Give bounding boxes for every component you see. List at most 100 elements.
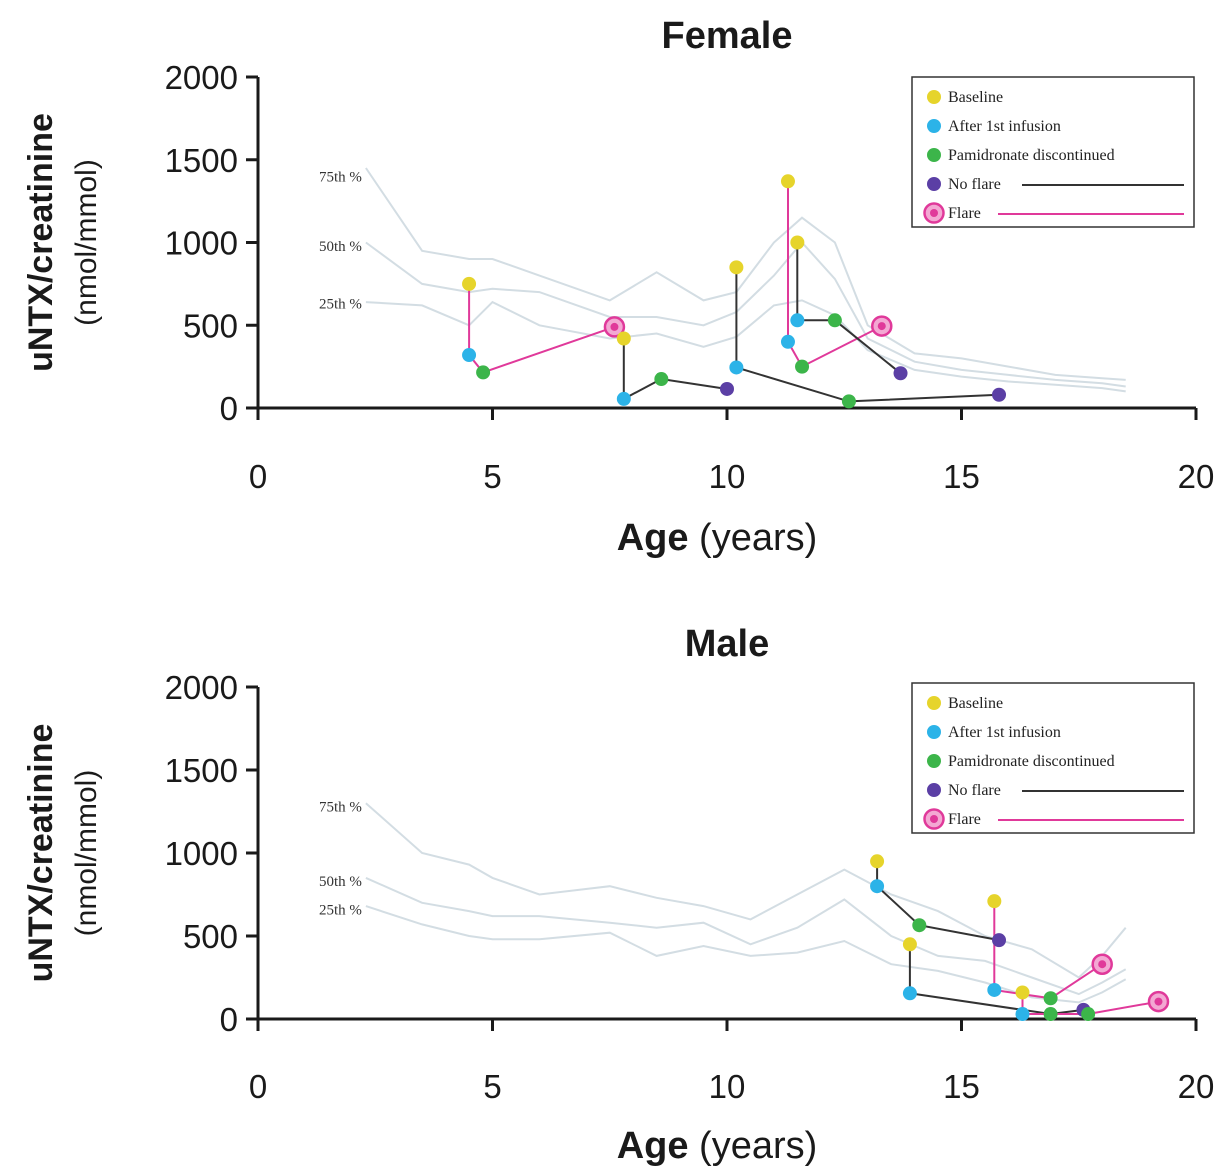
male-x-axis-label-units: (years)	[689, 1125, 818, 1167]
female-percentile-curve-2	[365, 299, 1126, 393]
male-x-tick-label: 0	[249, 1068, 267, 1105]
male-y-tick-label: 0	[220, 1001, 238, 1038]
female-point-1-noflare	[720, 381, 734, 396]
male-legend-label-flare: Flare	[948, 811, 981, 828]
male-point-1-discontinued	[1043, 1007, 1058, 1022]
female-y-axis-label: uNTX/creatinine	[22, 113, 60, 372]
female-panel: Female 75th % 50th % 25th % 0 500 1000 1500 2000…	[22, 15, 1214, 559]
male-point-2-baseline	[987, 894, 1002, 909]
female-patient-line-3	[787, 181, 883, 368]
male-point-1-after	[902, 986, 917, 1001]
female-point-2-discontinued	[841, 394, 856, 409]
female-legend-marker-discontinued	[927, 148, 941, 162]
female-patient-line-1	[622, 338, 728, 401]
male-point-3-flare	[1154, 997, 1163, 1006]
female-point-1-discontinued	[654, 372, 669, 387]
male-legend-marker-flare	[930, 815, 938, 823]
female-x-axis-label-units: (years)	[689, 517, 818, 559]
female-patient-line-2	[735, 267, 1000, 403]
male-patient-line-0	[876, 861, 1000, 942]
female-legend-marker-noflare	[927, 177, 941, 191]
female-point-0-discontinued	[476, 365, 491, 380]
female-percentile-label-2: 25th %	[319, 297, 362, 313]
male-x-tick-label: 5	[483, 1068, 501, 1105]
female-point-2-baseline	[729, 260, 744, 275]
male-y-tick-label: 1000	[165, 835, 238, 872]
female-x-axis-label: Age (years)	[617, 517, 818, 559]
male-point-0-after	[870, 879, 885, 894]
female-point-0-baseline	[462, 276, 477, 291]
female-point-2-noflare	[992, 387, 1007, 402]
male-point-2-discontinued	[1043, 991, 1058, 1006]
female-percentile-curve-1	[365, 240, 1126, 388]
female-x-tick-label: 20	[1178, 458, 1215, 495]
male-percentile-curve-0	[365, 802, 1127, 979]
male-point-0-discontinued	[912, 918, 927, 933]
female-y-tick-label: 0	[220, 390, 238, 427]
female-legend-marker-baseline	[927, 90, 941, 104]
male-legend-box	[911, 682, 1195, 834]
female-point-4-noflare	[893, 366, 908, 381]
male-panel: Male 75th % 50th % 25th % 0 500 1000 1500 2000 0 5…	[22, 623, 1214, 1167]
female-patient-line-0	[468, 283, 615, 374]
female-point-1-after	[616, 391, 631, 406]
male-point-3-baseline	[1015, 985, 1030, 1000]
male-legend-label-baseline: Baseline	[948, 695, 1003, 712]
female-point-3-after	[780, 334, 795, 349]
female-point-4-baseline	[790, 235, 805, 250]
male-legend-label-after: After 1st infusion	[948, 724, 1061, 741]
male-point-3-discontinued	[1081, 1007, 1096, 1022]
female-percentile-label-0: 75th %	[319, 169, 362, 185]
female-x-axis-label-bold: Age	[617, 517, 689, 559]
female-chart-title: Female	[662, 15, 793, 57]
female-legend-label-baseline: Baseline	[948, 89, 1003, 106]
male-x-tick-label: 20	[1178, 1068, 1215, 1105]
male-point-0-baseline	[870, 854, 885, 869]
male-percentile-label-2: 25th %	[319, 902, 362, 918]
male-point-0-noflare	[992, 933, 1007, 948]
male-legend-marker-discontinued	[927, 754, 941, 768]
female-y-tick-label: 500	[183, 307, 238, 344]
male-y-tick-label: 1500	[165, 752, 238, 789]
female-legend-label-after: After 1st infusion	[948, 118, 1061, 135]
female-x-tick-label: 5	[483, 458, 501, 495]
female-y-tick-label: 1500	[165, 142, 238, 179]
male-y-tick-label: 500	[183, 918, 238, 955]
female-percentile-curve-0	[365, 167, 1126, 381]
female-legend-label-discontinued: Pamidronate discontinued	[948, 147, 1115, 164]
male-y-tick-label: 2000	[165, 669, 238, 706]
male-chart-title: Male	[685, 623, 769, 665]
female-legend-label-noflare: No flare	[948, 176, 1001, 193]
female-legend-box	[911, 76, 1195, 228]
male-point-3-after	[1015, 1007, 1030, 1022]
male-legend-marker-after	[927, 725, 941, 739]
female-patient-line-4	[796, 242, 902, 374]
male-y-axis-units: (nmol/mmol)	[70, 770, 103, 937]
male-x-axis-label: Age (years)	[617, 1125, 818, 1167]
male-legend-marker-noflare	[927, 783, 941, 797]
male-percentile-curve-1	[365, 876, 1127, 996]
male-legend: Baseline After 1st infusion Pamidronate di…	[911, 682, 1195, 834]
female-point-4-after	[790, 313, 805, 328]
male-patient-line-1	[908, 944, 1084, 1016]
male-y-axis-label: uNTX/creatinine	[22, 724, 60, 983]
male-legend-label-noflare: No flare	[948, 782, 1001, 799]
female-x-tick-label: 15	[943, 458, 980, 495]
male-x-axis-label-bold: Age	[617, 1125, 689, 1167]
female-legend: Baseline After 1st infusion Pamidronate di…	[911, 76, 1195, 228]
female-point-4-discontinued	[827, 313, 842, 328]
female-legend-marker-flare	[930, 209, 938, 217]
female-point-1-baseline	[616, 331, 631, 346]
female-y-axis-units: (nmol/mmol)	[70, 159, 103, 326]
male-point-2-flare	[1098, 960, 1107, 969]
male-x-tick-label: 15	[943, 1068, 980, 1105]
female-x-tick-label: 0	[249, 458, 267, 495]
male-point-2-after	[987, 982, 1002, 997]
female-x-tick-label: 10	[709, 458, 746, 495]
female-percentile-label-1: 50th %	[319, 239, 362, 255]
male-percentile-label-0: 75th %	[319, 800, 362, 816]
female-point-3-flare	[877, 322, 886, 331]
female-point-0-flare	[610, 322, 619, 331]
female-y-tick-label: 2000	[165, 59, 238, 96]
